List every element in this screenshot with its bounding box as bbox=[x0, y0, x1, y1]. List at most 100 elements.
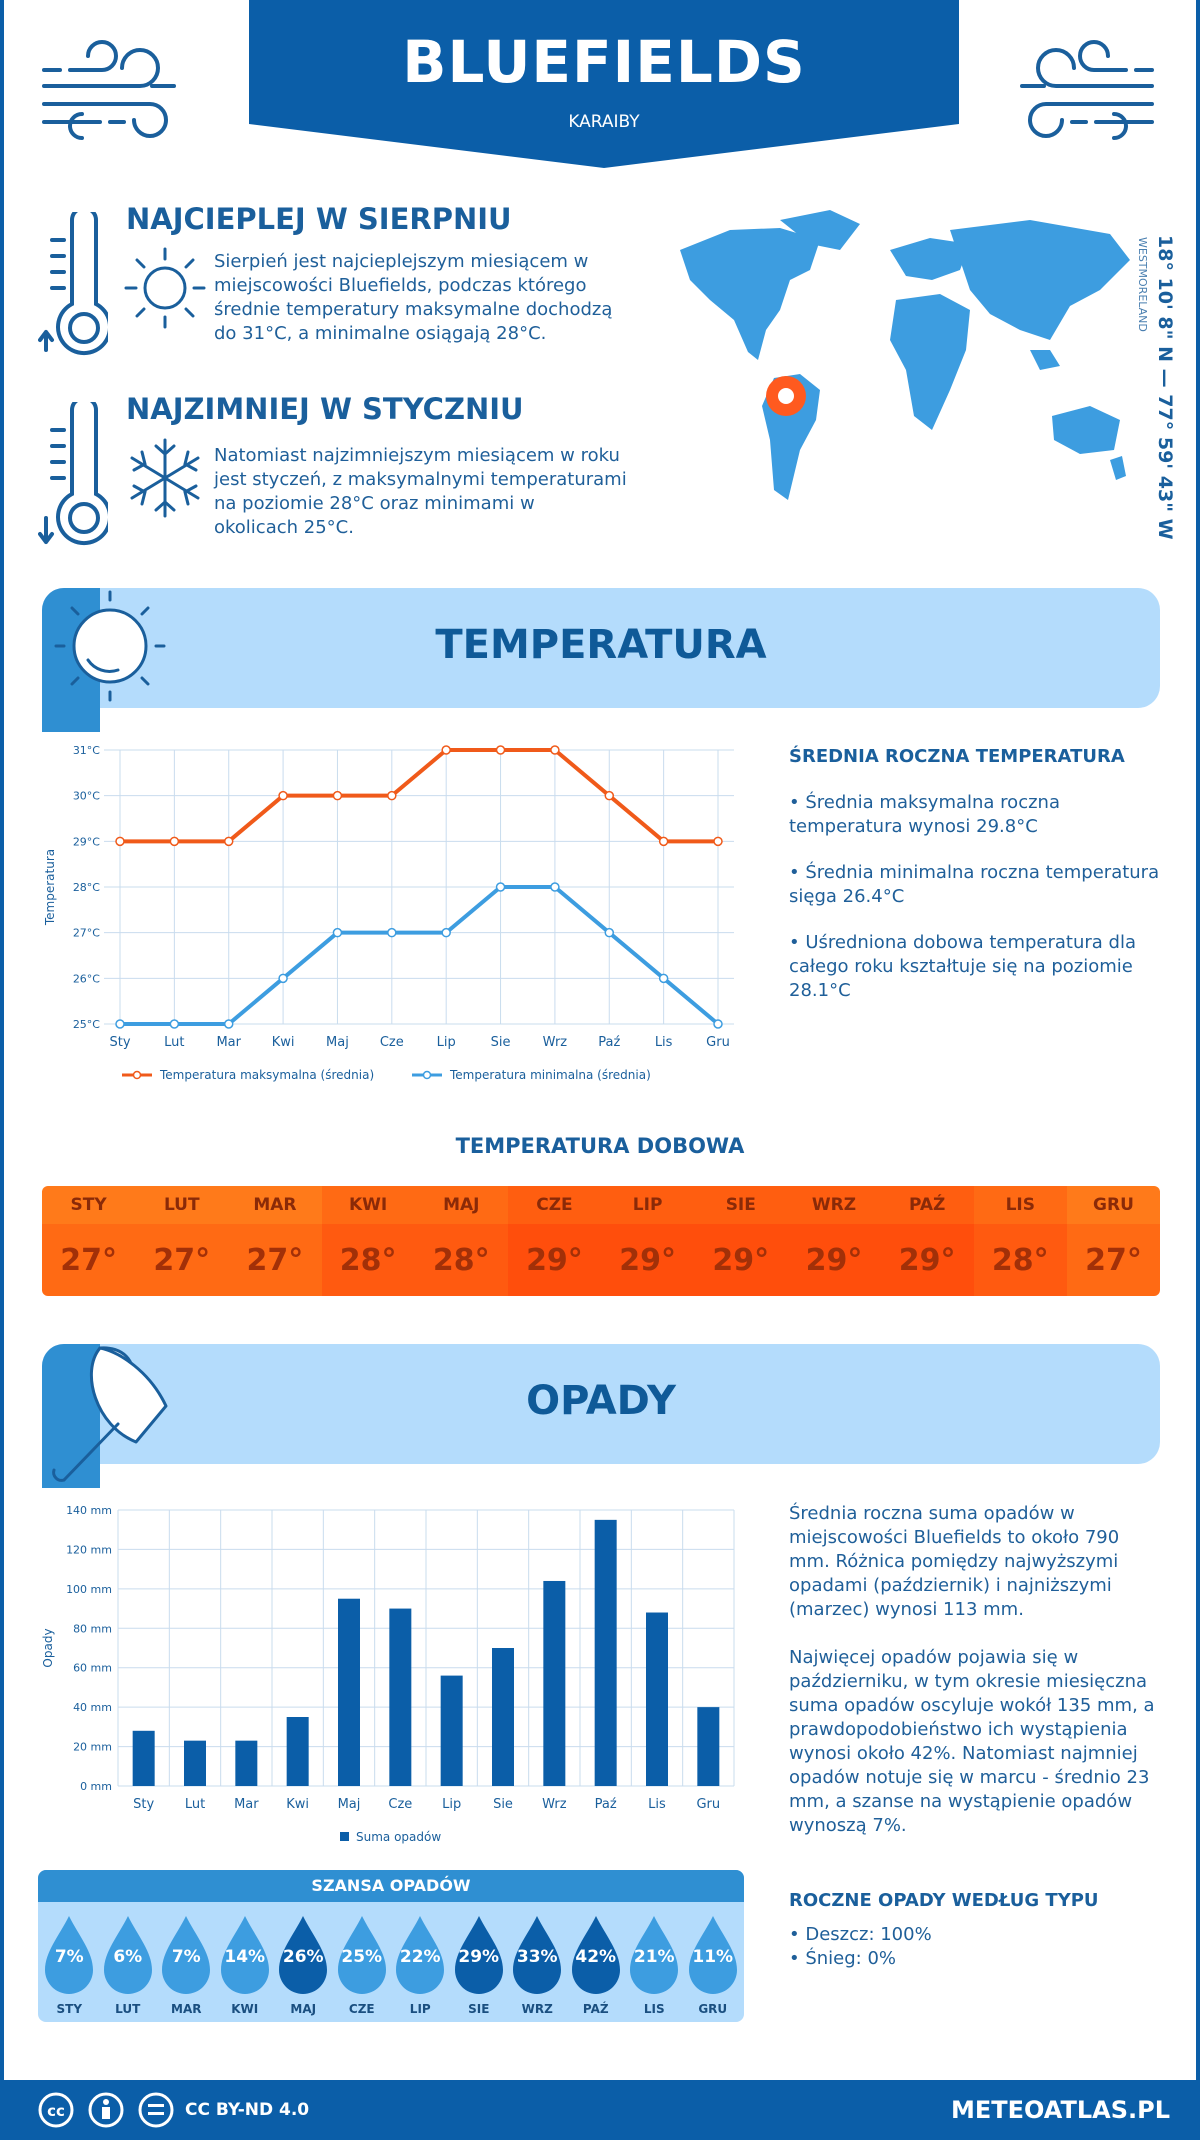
stat-max: • Średnia maksymalna roczna temperatura w… bbox=[789, 792, 1060, 837]
x-tick-label: Sie bbox=[493, 1797, 513, 1812]
text-line: prawdopodobieństwo ich wystąpienia bbox=[789, 1719, 1128, 1740]
legend-label: Temperatura minimalna (średnia) bbox=[449, 1068, 651, 1082]
data-point bbox=[387, 927, 397, 938]
x-tick-label: Mar bbox=[216, 1035, 241, 1050]
daily-month: CZE bbox=[507, 1186, 602, 1224]
type-snow: • Śnieg: 0% bbox=[789, 1948, 897, 1969]
chance-value: 14% bbox=[224, 1947, 266, 1967]
raindrop-shape bbox=[45, 1916, 94, 1994]
text-line: suma opadów oscyluje wokół 135 mm, a bbox=[789, 1695, 1155, 1716]
warmest-text: Sierpień jest najcieplejszym miesiącem w… bbox=[214, 251, 613, 344]
chance-item: 33% WRZ bbox=[509, 1912, 565, 2016]
x-tick-label: Lip bbox=[437, 1035, 456, 1050]
bar bbox=[543, 1580, 566, 1786]
bar bbox=[132, 1730, 155, 1786]
bar bbox=[389, 1608, 412, 1786]
text-line: wynoszą 7%. bbox=[789, 1815, 907, 1836]
data-point bbox=[713, 1019, 723, 1029]
bar bbox=[594, 1519, 617, 1786]
stat-min: • Średnia minimalna roczna temperatura si… bbox=[789, 862, 1160, 907]
daily-value: 28° bbox=[321, 1224, 415, 1296]
x-tick-label: Paź bbox=[598, 1035, 620, 1050]
daily-month: WRZ bbox=[787, 1186, 881, 1224]
data-point bbox=[604, 927, 615, 938]
thermometer-up-icon bbox=[38, 212, 108, 355]
y-tick-label: 26°C bbox=[73, 972, 100, 985]
x-tick-label: Maj bbox=[326, 1035, 349, 1050]
raindrop-icon bbox=[396, 1916, 445, 1994]
daily-cell: SIE 29° bbox=[694, 1186, 788, 1296]
bar bbox=[286, 1717, 309, 1786]
brand-link[interactable]: METEOATLAS.PL bbox=[950, 2096, 1170, 2124]
data-point bbox=[115, 1019, 125, 1029]
daily-value: 28° bbox=[414, 1224, 508, 1296]
chance-value: 6% bbox=[113, 1947, 143, 1967]
wind-icon bbox=[1020, 40, 1154, 140]
y-tick-label: 100 mm bbox=[66, 1583, 112, 1596]
chance-month: GRU bbox=[698, 2002, 728, 2016]
precipitation-chance-title: SZANSA OPADÓW bbox=[38, 1870, 744, 1902]
chance-item: 11% GRU bbox=[685, 1912, 741, 2016]
raindrop-icon bbox=[279, 1916, 328, 1994]
chance-value: 7% bbox=[54, 1947, 84, 1967]
data-point bbox=[169, 836, 180, 847]
bar bbox=[184, 1740, 206, 1786]
daily-month: PAŹ bbox=[880, 1186, 974, 1224]
precipitation-details: Najwięcej opadów pojawia się w październi… bbox=[789, 1646, 1189, 1838]
x-tick-label: Wrz bbox=[542, 1797, 567, 1812]
text-line: (marzec) wynosi 113 mm. bbox=[789, 1599, 1024, 1620]
coldest-title: NAJZIMNIEJ W STYCZNIU bbox=[126, 392, 524, 426]
chance-item: 25% CZE bbox=[334, 1912, 390, 2016]
x-tick-label: Paź bbox=[595, 1797, 617, 1812]
bar bbox=[492, 1648, 514, 1786]
daily-cell: LUT 27° bbox=[135, 1186, 229, 1296]
daily-month: KWI bbox=[321, 1186, 415, 1224]
daily-value: 27° bbox=[228, 1224, 322, 1296]
type-rain: • Deszcz: 100% bbox=[789, 1924, 932, 1945]
daily-cell: LIS 28° bbox=[973, 1186, 1067, 1296]
sun-icon bbox=[124, 247, 206, 329]
precipitation-chart: 0 mm 20 mm 40 mm 60 mm 80 mm 100 mm 120 mm 140 … bbox=[41, 1504, 735, 1844]
data-point bbox=[223, 1019, 234, 1029]
data-point bbox=[658, 973, 669, 984]
data-point bbox=[658, 836, 669, 847]
daily-cell: GRU 27° bbox=[1066, 1186, 1160, 1296]
raindrop-icon bbox=[688, 1916, 737, 1994]
y-tick-label: 30°C bbox=[73, 790, 100, 803]
bar bbox=[646, 1612, 668, 1786]
precipitation-chance-panel: SZANSA OPADÓW 7% STY 6% LUT 7% MAR 14% KWI 26% MA… bbox=[38, 1870, 744, 2022]
x-tick-label: Lut bbox=[164, 1035, 184, 1050]
data-point bbox=[441, 927, 451, 938]
sun-icon bbox=[42, 588, 166, 732]
svg-text:cc: cc bbox=[47, 2102, 65, 2120]
chance-month: LIP bbox=[409, 2002, 431, 2016]
daily-value: 29° bbox=[694, 1224, 788, 1296]
x-tick-label: Mar bbox=[234, 1797, 259, 1812]
bar bbox=[235, 1740, 258, 1786]
x-tick-label: Sie bbox=[491, 1035, 511, 1050]
data-point bbox=[713, 836, 723, 847]
y-tick-label: 27°C bbox=[73, 927, 100, 940]
daily-value: 27° bbox=[1066, 1224, 1160, 1296]
types-title: ROCZNE OPADY WEDŁUG TYPU bbox=[789, 1890, 1099, 1911]
y-tick-label: 0 mm bbox=[80, 1780, 112, 1793]
coordinates: 18° 10' 8" N — 77° 59' 43" W WESTMORELAN… bbox=[1132, 235, 1192, 540]
legend-swatch bbox=[340, 1832, 349, 1841]
chance-month: LUT bbox=[115, 2002, 141, 2016]
chance-item: 22% LIP bbox=[392, 1912, 448, 2016]
daily-cell: STY 27° bbox=[42, 1186, 136, 1296]
y-tick-label: 120 mm bbox=[66, 1543, 112, 1556]
thermometer-down-icon bbox=[38, 402, 108, 545]
x-tick-label: Kwi bbox=[272, 1035, 295, 1050]
y-tick-label: 60 mm bbox=[73, 1662, 112, 1675]
chance-month: LIS bbox=[643, 2002, 665, 2016]
x-tick-label: Gru bbox=[696, 1797, 720, 1812]
daily-month: LIS bbox=[973, 1186, 1067, 1224]
x-tick-label: Cze bbox=[388, 1797, 412, 1812]
daily-cell: WRZ 29° bbox=[787, 1186, 881, 1296]
precipitation-summary: Średnia roczna suma opadów w miejscowości… bbox=[789, 1502, 1189, 1622]
daily-cell: LIP 29° bbox=[601, 1186, 695, 1296]
daily-month: LIP bbox=[601, 1186, 695, 1224]
chance-month: KWI bbox=[231, 2002, 259, 2016]
raindrop-shape bbox=[162, 1916, 211, 1994]
